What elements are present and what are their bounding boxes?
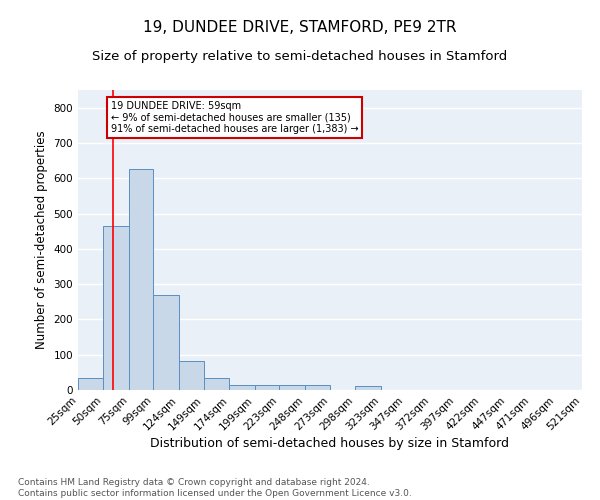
- Y-axis label: Number of semi-detached properties: Number of semi-detached properties: [35, 130, 48, 350]
- Bar: [78, 378, 103, 390]
- Bar: [204, 378, 229, 390]
- Bar: [255, 386, 279, 390]
- Bar: [229, 384, 255, 390]
- Text: Size of property relative to semi-detached houses in Stamford: Size of property relative to semi-detach…: [92, 50, 508, 63]
- Text: Contains HM Land Registry data © Crown copyright and database right 2024.
Contai: Contains HM Land Registry data © Crown c…: [18, 478, 412, 498]
- Bar: [305, 386, 330, 390]
- Bar: [129, 170, 153, 390]
- X-axis label: Distribution of semi-detached houses by size in Stamford: Distribution of semi-detached houses by …: [151, 438, 509, 450]
- Bar: [153, 296, 179, 390]
- Bar: [103, 226, 129, 390]
- Bar: [279, 386, 305, 390]
- Bar: [355, 386, 381, 390]
- Text: 19, DUNDEE DRIVE, STAMFORD, PE9 2TR: 19, DUNDEE DRIVE, STAMFORD, PE9 2TR: [143, 20, 457, 35]
- Bar: [179, 361, 204, 390]
- Text: 19 DUNDEE DRIVE: 59sqm
← 9% of semi-detached houses are smaller (135)
91% of sem: 19 DUNDEE DRIVE: 59sqm ← 9% of semi-deta…: [110, 100, 358, 134]
